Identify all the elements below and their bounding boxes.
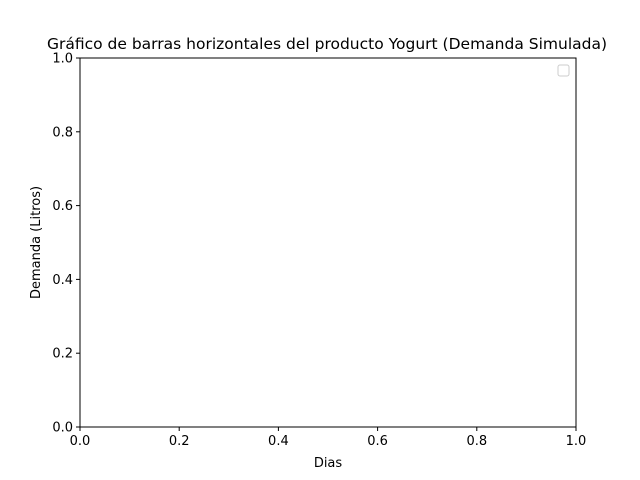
x-axis: 0.0 0.2 0.4 0.6 0.8 1.0 [70, 427, 587, 449]
x-tick-label: 0.6 [367, 434, 388, 449]
x-tick-label: 0.2 [169, 434, 190, 449]
y-tick-label: 0.6 [52, 199, 73, 214]
y-tick-label: 0.4 [52, 273, 73, 288]
y-tick-label: 0.0 [52, 421, 73, 436]
y-tick-label: 0.8 [52, 125, 73, 140]
y-axis: 0.0 0.2 0.4 0.6 0.8 1.0 [52, 52, 80, 436]
chart-title: Gráfico de barras horizontales del produ… [47, 35, 607, 53]
x-tick-label: 1.0 [566, 434, 587, 449]
y-tick-label: 0.2 [52, 347, 73, 362]
legend [557, 64, 570, 77]
x-tick-label: 0.8 [466, 434, 487, 449]
x-tick-label: 0.0 [70, 434, 91, 449]
y-axis-label: Demanda (Litros) [29, 186, 44, 299]
y-tick-label: 1.0 [52, 52, 73, 67]
plot-area [79, 57, 577, 428]
x-tick-label: 0.4 [268, 434, 289, 449]
x-axis-label: Dias [314, 456, 343, 471]
